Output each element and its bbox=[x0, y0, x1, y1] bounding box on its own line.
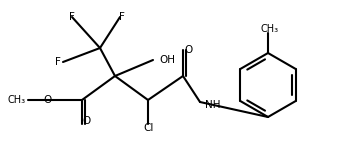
Text: F: F bbox=[69, 12, 75, 22]
Text: CH₃: CH₃ bbox=[8, 95, 26, 105]
Text: CH₃: CH₃ bbox=[261, 24, 279, 34]
Text: Cl: Cl bbox=[144, 123, 154, 133]
Text: NH: NH bbox=[205, 100, 221, 110]
Text: F: F bbox=[55, 57, 61, 67]
Text: O: O bbox=[184, 45, 192, 55]
Text: O: O bbox=[44, 95, 52, 105]
Text: OH: OH bbox=[159, 55, 175, 65]
Text: O: O bbox=[82, 116, 90, 126]
Text: F: F bbox=[119, 12, 125, 22]
